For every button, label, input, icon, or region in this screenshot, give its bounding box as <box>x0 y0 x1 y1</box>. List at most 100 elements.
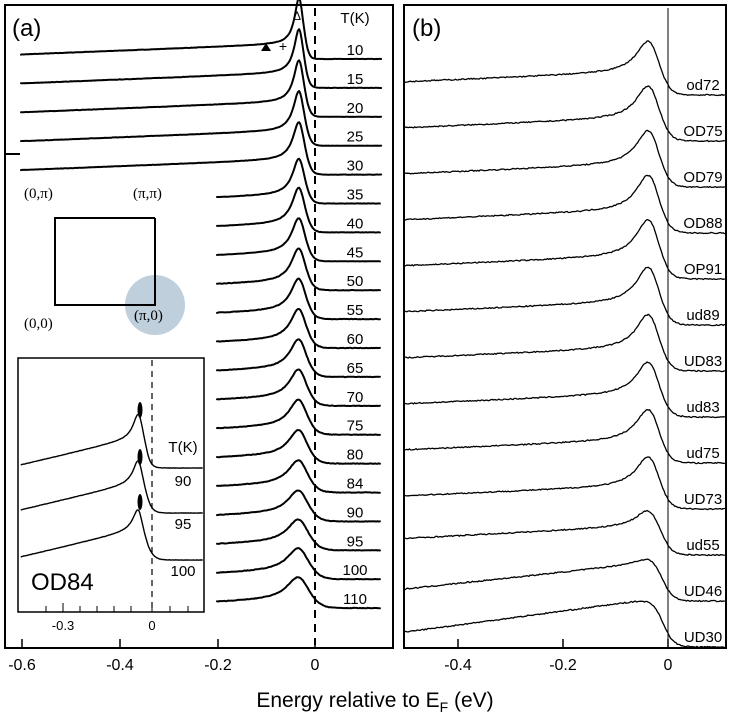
panel-a-tick-label-neg0.4: -0.4 <box>106 657 134 674</box>
inset-marker-100 <box>137 494 143 510</box>
sample-label-ud55: ud55 <box>686 537 719 554</box>
curve-a-100 <box>216 547 381 581</box>
panel-b-curves <box>404 40 726 649</box>
sample-label-ud89: ud89 <box>686 307 719 324</box>
temperature-header: T(K) <box>340 10 369 27</box>
sample-label-od72: od72 <box>686 77 719 94</box>
curve-b-UD46 <box>404 558 726 603</box>
curve-b-OD88 <box>404 174 726 235</box>
curve-a-90 <box>216 489 381 523</box>
sample-label-ud75: ud75 <box>686 445 719 462</box>
temperature-label-84: 84 <box>347 476 364 493</box>
curve-a-65 <box>216 338 381 379</box>
curve-a-75 <box>216 398 381 436</box>
curve-a-10 <box>20 0 383 61</box>
curve-b-UD30 <box>404 600 726 649</box>
sample-label-OD75: OD75 <box>683 123 722 140</box>
temperature-label-90: 90 <box>347 504 364 521</box>
temperature-label-30: 30 <box>347 158 364 175</box>
temperature-label-25: 25 <box>347 129 364 146</box>
sample-label-UD73: UD73 <box>684 491 722 508</box>
inset-curve-90 <box>20 413 203 469</box>
curve-a-55 <box>216 277 381 321</box>
bz-corner-pi0: (π,0) <box>134 308 163 324</box>
inset-temperature-95: 95 <box>175 516 192 533</box>
temperature-label-20: 20 <box>347 100 364 117</box>
filled-triangle-marker <box>261 43 271 51</box>
panel-b-tick-label-0: 0 <box>664 657 673 674</box>
bz-corner-0pi: (0,π) <box>24 186 53 202</box>
temperature-label-70: 70 <box>347 389 364 406</box>
x-axis-label-unit: (eV) <box>448 689 494 712</box>
panel-b-frame <box>403 4 727 649</box>
curve-a-84 <box>216 459 381 494</box>
curve-b-UD73 <box>404 456 726 511</box>
sample-label-OD88: OD88 <box>683 215 722 232</box>
temperature-label-95: 95 <box>347 533 364 550</box>
temperature-label-35: 35 <box>347 187 364 204</box>
sample-label-OD79: OD79 <box>683 169 722 186</box>
open-triangle-marker: Δ <box>293 9 301 23</box>
curve-a-20 <box>20 59 383 118</box>
panel-a-frame <box>4 4 394 649</box>
inset-curve-100 <box>20 509 203 561</box>
temperature-label-65: 65 <box>347 360 364 377</box>
curve-a-80 <box>216 429 381 465</box>
curve-a-40 <box>216 186 381 234</box>
inset-curve-95 <box>20 460 203 514</box>
panel-b-label: (b) <box>412 15 441 42</box>
curve-b-UD83 <box>404 313 726 373</box>
inset-temperature-90: 90 <box>175 473 192 490</box>
inset-sample-label: OD84 <box>31 569 94 596</box>
curve-a-30 <box>20 121 383 176</box>
curve-b-ud83 <box>404 361 726 419</box>
inset-marker-95 <box>137 449 143 465</box>
curve-a-110 <box>216 576 381 610</box>
inset-curves <box>20 413 203 561</box>
temperature-label-75: 75 <box>347 418 364 435</box>
sample-label-OP91: OP91 <box>684 261 722 278</box>
temperature-label-15: 15 <box>347 71 364 88</box>
curve-a-60 <box>216 308 381 350</box>
curve-b-od72 <box>404 40 726 97</box>
temperature-label-110: 110 <box>343 591 367 608</box>
temperature-label-45: 45 <box>347 244 364 261</box>
bz-corner-00: (0,0) <box>24 316 53 332</box>
curve-a-15 <box>20 28 383 89</box>
inset-frame <box>17 357 205 613</box>
plus-marker: + <box>279 38 287 54</box>
temperature-label-100: 100 <box>342 562 367 579</box>
temperature-label-40: 40 <box>347 215 364 232</box>
inset-tick-label-0: 0 <box>148 618 155 633</box>
curve-a-25 <box>20 90 383 147</box>
curve-a-35 <box>216 157 381 205</box>
x-axis-label-subscript: F <box>440 699 449 715</box>
curve-b-OP91 <box>404 218 726 281</box>
temperature-label-50: 50 <box>347 273 364 290</box>
temperature-label-60: 60 <box>347 331 364 348</box>
panel-a-curves <box>5 0 383 610</box>
panel-a-temperature-labels: 10 15 20 25 30 35 40 45 50 55 60 65 70 75 80 84 90 95 100 1… <box>342 42 367 608</box>
sample-label-UD30: UD30 <box>684 629 722 646</box>
panel-b-tick-label-neg0.4: -0.4 <box>444 657 472 674</box>
inset-temperature-header: T(K) <box>168 439 197 456</box>
bz-square <box>54 217 156 306</box>
panel-b-tick-label-neg0.2: -0.2 <box>549 657 577 674</box>
sample-label-UD46: UD46 <box>684 583 722 600</box>
sample-label-ud83: ud83 <box>686 399 719 416</box>
temperature-label-10: 10 <box>347 42 364 59</box>
x-axis-label-main: Energy relative to E <box>256 689 439 712</box>
inset-marker-90 <box>137 402 143 418</box>
panel-b-sample-labels: od72 OD75 OD79 OD88 OP91 ud89 UD83 ud83 ud75 UD73… <box>683 77 722 646</box>
inset-temperature-100: 100 <box>170 563 195 580</box>
curve-b-ud75 <box>404 408 726 465</box>
x-axis-label: Energy relative to EF (eV) <box>256 689 493 715</box>
curve-a-95 <box>216 518 381 552</box>
panel-b-x-ticks <box>457 639 669 648</box>
sample-label-UD83: UD83 <box>684 353 722 370</box>
panel-a-tick-label-neg0.2: -0.2 <box>204 657 232 674</box>
bz-corner-pipi: (π,π) <box>133 186 162 202</box>
temperature-label-55: 55 <box>347 302 364 319</box>
panel-a-label: (a) <box>12 15 41 42</box>
